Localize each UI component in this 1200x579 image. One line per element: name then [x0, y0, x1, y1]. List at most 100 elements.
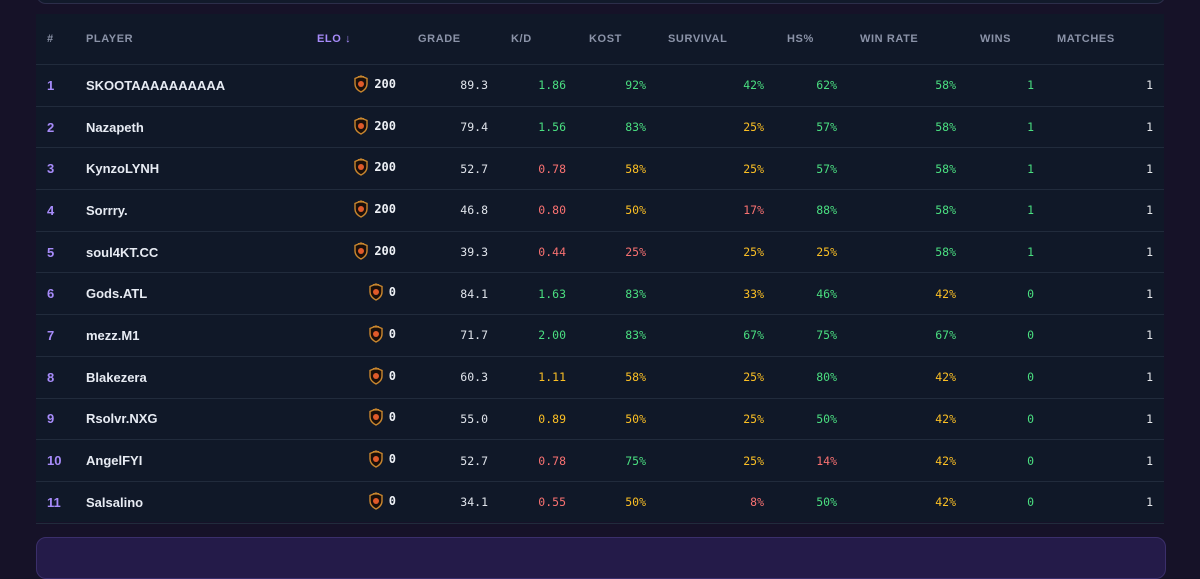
rank-number: 3: [47, 161, 55, 177]
hs-value: 25%: [816, 245, 837, 260]
wins-value: 1: [1027, 161, 1034, 176]
leaderboard-panel: # PLAYER ELO ↓ GRADE K/D KOST SURVIVAL H…: [36, 14, 1164, 524]
elo-cell: 200: [276, 190, 396, 232]
rank-shield-icon: [369, 491, 383, 510]
elo-value: 0: [388, 368, 396, 383]
table-row[interactable]: 3 KynzoLYNH 200 52.7 0.78 58% 25% 57% 58…: [36, 147, 1164, 190]
grade-value: 89.3: [460, 78, 488, 93]
col-header-matches[interactable]: MATCHES: [1057, 33, 1115, 45]
table-row[interactable]: 6 Gods.ATL 0 84.1 1.63 83% 33% 46% 42% 0…: [36, 272, 1164, 315]
rank-number: 1: [47, 77, 55, 93]
table-row[interactable]: 2 Nazapeth 200 79.4 1.56 83% 25% 57% 58%…: [36, 106, 1164, 148]
elo-value: 0: [388, 326, 396, 341]
kost-value: 58%: [625, 161, 646, 176]
player-name[interactable]: Nazapeth: [86, 119, 144, 135]
grade-value: 46.8: [460, 203, 488, 218]
player-name[interactable]: Gods.ATL: [86, 286, 148, 302]
grade-value: 84.1: [460, 286, 488, 301]
table-row[interactable]: 11 Salsalino 0 34.1 0.55 50% 8% 50% 42% …: [36, 481, 1164, 524]
player-name[interactable]: mezz.M1: [86, 327, 140, 343]
wins-value: 1: [1027, 245, 1034, 260]
rank-shield-icon: [369, 283, 383, 302]
rank-number: 6: [47, 286, 55, 302]
hs-value: 57%: [816, 161, 837, 176]
grade-value: 71.7: [460, 328, 488, 343]
player-name[interactable]: KynzoLYNH: [86, 161, 160, 177]
rank-number: 11: [47, 494, 61, 510]
kd-value: 0.78: [538, 453, 566, 468]
table-row[interactable]: 7 mezz.M1 0 71.7 2.00 83% 67% 75% 67% 0 …: [36, 314, 1164, 357]
matches-value: 1: [1146, 495, 1153, 510]
table-row[interactable]: 10 AngelFYI 0 52.7 0.78 75% 25% 14% 42% …: [36, 439, 1164, 482]
matches-value: 1: [1146, 328, 1153, 343]
elo-value: 0: [388, 452, 396, 467]
rank-shield-icon: [369, 366, 383, 385]
hs-value: 50%: [816, 495, 837, 510]
rank-shield-icon: [369, 450, 383, 468]
wins-value: 0: [1027, 370, 1034, 385]
player-name[interactable]: AngelFYI: [86, 453, 143, 469]
rank-shield-icon: [369, 325, 383, 343]
table-row[interactable]: 8 Blakezera 0 60.3 1.11 58% 25% 80% 42% …: [36, 356, 1164, 398]
elo-value: 200: [374, 76, 396, 91]
rank-number: 2: [47, 119, 55, 135]
table-row[interactable]: 4 Sorrry. 200 46.8 0.80 50% 17% 88% 58% …: [36, 189, 1164, 232]
matches-value: 1: [1146, 161, 1153, 176]
col-header-kd[interactable]: K/D: [511, 33, 532, 45]
survival-value: 42%: [743, 78, 764, 93]
elo-cell: 200: [276, 148, 396, 190]
col-header-elo[interactable]: ELO ↓: [317, 33, 352, 45]
table-row[interactable]: 9 Rsolvr.NXG 0 55.0 0.89 50% 25% 50% 42%…: [36, 398, 1164, 440]
player-name[interactable]: SKOOTAAAAAAAAAA: [86, 77, 226, 93]
grade-value: 52.7: [460, 161, 488, 176]
col-header-hs[interactable]: HS%: [787, 33, 814, 45]
kd-value: 2.00: [538, 328, 566, 343]
col-header-winrate[interactable]: WIN RATE: [860, 33, 919, 45]
table-body: 1 SKOOTAAAAAAAAAA 200 89.3 1.86 92% 42% …: [36, 64, 1164, 524]
player-name[interactable]: Blakezera: [86, 369, 147, 385]
survival-value: 25%: [743, 370, 764, 385]
table-row[interactable]: 1 SKOOTAAAAAAAAAA 200 89.3 1.86 92% 42% …: [36, 64, 1164, 107]
col-header-kost[interactable]: KOST: [589, 33, 622, 45]
elo-cell: 200: [276, 65, 396, 107]
kd-value: 0.80: [538, 203, 566, 218]
winrate-value: 42%: [935, 453, 956, 468]
player-name[interactable]: Rsolvr.NXG: [86, 411, 158, 427]
table-row[interactable]: 5 soul4KT.CC 200 39.3 0.44 25% 25% 25% 5…: [36, 231, 1164, 273]
player-name[interactable]: Salsalino: [86, 494, 144, 510]
wins-value: 1: [1027, 203, 1034, 218]
elo-value: 200: [374, 160, 396, 175]
hs-value: 62%: [816, 78, 837, 93]
survival-value: 25%: [743, 120, 764, 135]
col-header-player[interactable]: PLAYER: [86, 33, 134, 45]
elo-cell: 200: [276, 231, 396, 273]
wins-value: 1: [1027, 78, 1034, 93]
elo-cell: 0: [276, 273, 396, 315]
matches-value: 1: [1146, 286, 1153, 301]
survival-value: 33%: [743, 286, 764, 301]
wins-value: 0: [1027, 495, 1034, 510]
matches-value: 1: [1146, 370, 1153, 385]
winrate-value: 42%: [935, 370, 956, 385]
matches-value: 1: [1146, 411, 1153, 426]
col-header-wins[interactable]: WINS: [980, 33, 1012, 45]
winrate-value: 42%: [935, 286, 956, 301]
grade-value: 34.1: [460, 495, 488, 510]
kd-value: 0.44: [538, 245, 566, 260]
rank-shield-icon: [354, 158, 369, 177]
kost-value: 50%: [625, 203, 646, 218]
hs-value: 88%: [816, 203, 837, 218]
player-name[interactable]: Sorrry.: [86, 202, 128, 218]
matches-value: 1: [1146, 203, 1153, 218]
grade-value: 55.0: [460, 411, 488, 426]
matches-value: 1: [1146, 78, 1153, 93]
matches-value: 1: [1146, 245, 1153, 260]
survival-value: 25%: [743, 245, 764, 260]
col-header-survival[interactable]: SURVIVAL: [668, 33, 728, 45]
elo-value: 0: [388, 493, 396, 508]
col-header-grade[interactable]: GRADE: [418, 33, 461, 45]
next-card: [36, 537, 1166, 579]
winrate-value: 58%: [935, 161, 956, 176]
winrate-value: 58%: [935, 78, 956, 93]
player-name[interactable]: soul4KT.CC: [86, 244, 159, 260]
